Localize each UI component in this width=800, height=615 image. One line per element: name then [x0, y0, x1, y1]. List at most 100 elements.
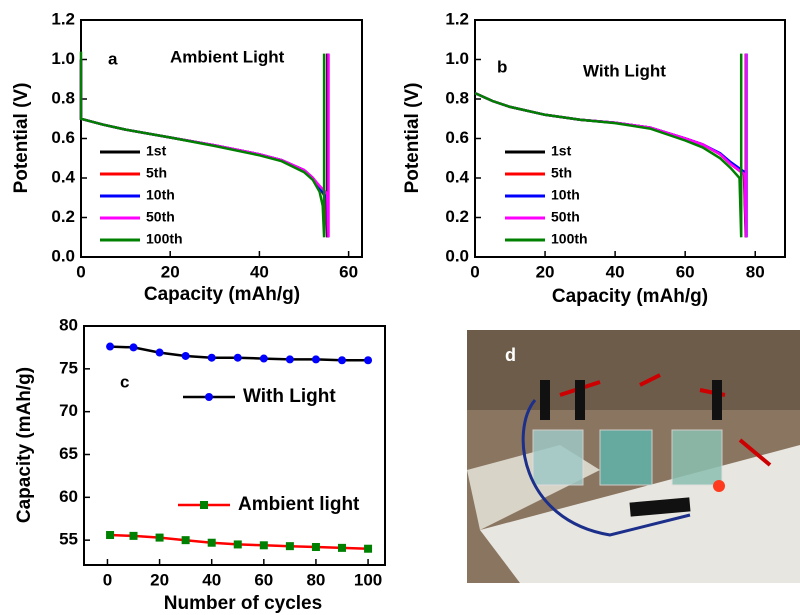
- marker: [234, 354, 242, 362]
- x-tick-label: 0: [470, 262, 479, 281]
- marker: [260, 355, 268, 363]
- marker: [205, 393, 213, 401]
- x-tick-label: 20: [536, 262, 555, 281]
- x-axis-label: Capacity (mAh/g): [144, 284, 300, 305]
- marker: [130, 343, 138, 351]
- photo: d: [467, 330, 800, 583]
- marker: [156, 534, 164, 542]
- marker: [260, 541, 268, 549]
- series-line: [81, 54, 329, 238]
- x-axis-label: Capacity (mAh/g): [552, 286, 708, 307]
- y-tick-label: 55: [59, 530, 78, 549]
- annotation: Ambient Light: [170, 47, 285, 66]
- x-tick-label: 0: [76, 262, 85, 281]
- marker: [182, 536, 190, 544]
- marker: [364, 356, 372, 364]
- series-line: [81, 52, 324, 238]
- y-tick-label: 0.2: [445, 207, 469, 226]
- x-tick-label: 20: [150, 570, 169, 589]
- y-tick-label: 0.0: [51, 246, 75, 265]
- y-axis-label: Potential (V): [11, 83, 32, 194]
- legend-label: 10th: [146, 187, 175, 203]
- x-tick-label: 40: [606, 262, 625, 281]
- series-line: [81, 54, 327, 238]
- legend-label: With Light: [243, 386, 336, 407]
- x-axis-label: Number of cycles: [164, 593, 322, 614]
- x-tick-label: 40: [250, 262, 269, 281]
- x-tick-label: 20: [161, 262, 180, 281]
- photo-clip: [540, 380, 550, 420]
- figure: d 0 20 40 60 0.0 0.2 0.4 0.6 0.8 1.0 1.2 Capacity (…: [0, 0, 800, 615]
- x-tick-label: 40: [202, 570, 221, 589]
- photo-led: [713, 480, 725, 492]
- annotation: a: [108, 49, 118, 68]
- marker: [364, 545, 372, 553]
- x-tick-label: 0: [103, 570, 112, 589]
- legend-label: 50th: [551, 209, 580, 225]
- y-tick-label: 70: [59, 401, 78, 420]
- legend-label: 100th: [551, 231, 588, 247]
- y-tick-label: 65: [59, 444, 78, 463]
- y-tick-label: 80: [59, 315, 78, 334]
- y-tick-label: 0.6: [51, 128, 75, 147]
- marker: [208, 539, 216, 547]
- marker: [106, 531, 114, 539]
- panel: 0 20 40 60 80 0.0 0.2 0.4 0.6 0.8 1.0 1.2 Capacity (…: [402, 9, 785, 307]
- marker: [130, 532, 138, 540]
- panel-label: d: [505, 345, 516, 365]
- y-tick-label: 0.0: [445, 246, 469, 265]
- x-tick-label: 60: [254, 570, 273, 589]
- series-line: [475, 54, 741, 238]
- y-tick-label: 60: [59, 487, 78, 506]
- marker: [312, 355, 320, 363]
- legend-label: 1st: [551, 143, 572, 159]
- plot-frame: [475, 20, 785, 257]
- photo-clip: [712, 380, 722, 420]
- legend-label: 5th: [146, 165, 167, 181]
- marker: [200, 501, 208, 509]
- y-tick-label: 1.0: [445, 49, 469, 68]
- legend-label: 1st: [146, 143, 167, 159]
- marker: [286, 542, 294, 550]
- y-tick-label: 1.2: [445, 9, 469, 28]
- x-tick-label: 100: [354, 570, 382, 589]
- y-tick-label: 0.4: [51, 167, 75, 186]
- x-tick-label: 80: [306, 570, 325, 589]
- marker: [208, 354, 216, 362]
- y-tick-label: 0.4: [445, 167, 469, 186]
- legend-label: 10th: [551, 187, 580, 203]
- legend-label: 50th: [146, 209, 175, 225]
- y-tick-label: 1.0: [51, 49, 75, 68]
- legend-label: Ambient light: [238, 494, 360, 515]
- y-tick-label: 0.8: [51, 88, 75, 107]
- legend-label: 100th: [146, 231, 183, 247]
- y-tick-label: 75: [59, 358, 78, 377]
- y-tick-label: 0.8: [445, 88, 469, 107]
- photo-beaker: [533, 430, 583, 485]
- marker: [182, 352, 190, 360]
- annotation: b: [497, 57, 507, 76]
- marker: [338, 356, 346, 364]
- x-tick-label: 60: [339, 262, 358, 281]
- photo-wall: [467, 330, 800, 410]
- series-line: [475, 54, 746, 238]
- x-tick-label: 80: [746, 262, 765, 281]
- photo-clip: [575, 380, 585, 420]
- x-tick-label: 60: [676, 262, 695, 281]
- marker: [106, 343, 114, 351]
- marker: [234, 540, 242, 548]
- marker: [286, 355, 294, 363]
- panel: 0 20 40 60 80 100 55 60 65 70 75 80 Number of cycles…: [14, 315, 385, 614]
- marker: [312, 543, 320, 551]
- series-line: [81, 54, 328, 238]
- photo-beaker: [672, 430, 722, 485]
- y-axis-label: Potential (V): [402, 83, 423, 194]
- y-tick-label: 0.6: [445, 128, 469, 147]
- marker: [156, 349, 164, 357]
- y-tick-label: 0.2: [51, 207, 75, 226]
- annotation: c: [120, 372, 129, 391]
- photo-beaker: [600, 430, 652, 485]
- annotation: With Light: [583, 61, 666, 80]
- legend-label: 5th: [551, 165, 572, 181]
